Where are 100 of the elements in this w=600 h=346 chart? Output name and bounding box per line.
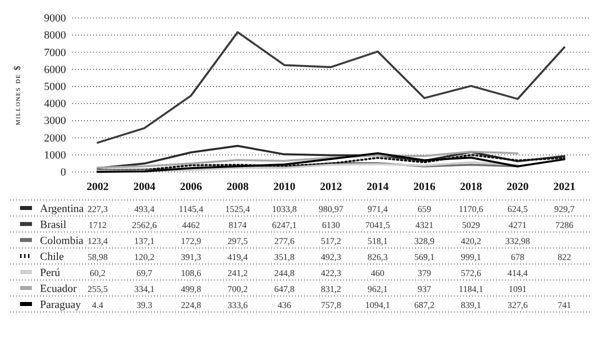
line-series [96,150,519,169]
data-label: 492,3 [320,252,342,262]
data-label: 414,4 [508,268,528,278]
data-label: 6130 [322,220,340,230]
data-label: 227,3 [88,204,108,214]
data-label: 826,3 [368,252,388,262]
data-label: 7041,5 [365,220,391,230]
data-label: 255,5 [88,284,108,294]
x-tick-label: 2012 [320,180,342,193]
data-label: 5029 [462,220,480,230]
legend-label: Ecuador [40,283,77,295]
data-label: 7286 [555,220,574,230]
data-label: 327,6 [508,300,528,310]
data-label: 419,4 [228,252,248,262]
data-label: 436 [278,300,292,310]
data-label: 123,4 [88,236,108,246]
data-label: 572,6 [460,268,482,278]
data-label: 460 [370,268,385,278]
data-label: 4321 [415,220,434,230]
data-label: 687,2 [414,300,434,310]
data-label: 108,6 [180,268,202,278]
data-label: 8174 [228,220,248,230]
data-label: 1033,8 [272,204,298,214]
y-axis-title: millones de $ [12,64,22,126]
data-label: 929,7 [554,204,575,214]
data-label: 659 [418,204,432,214]
data-label: 980,97 [318,204,344,214]
y-tick-label: 7000 [44,46,66,59]
data-label: 971,4 [368,204,388,214]
x-tick-label: 2021 [553,180,576,193]
data-label: 277,6 [274,236,295,246]
data-label: 1712 [88,220,107,230]
line-series [96,31,566,144]
x-tick-label: 2006 [180,180,202,193]
x-tick-label: 2016 [413,180,436,193]
data-label: 2562,6 [132,220,158,230]
data-label: 297,5 [228,236,248,246]
legend-label: Paraguay [40,299,82,311]
data-label: 391,3 [180,252,202,262]
x-tick-label: 2002 [86,180,110,193]
y-tick-label: 4000 [44,98,66,110]
data-label: 172,9 [180,236,202,246]
data-label: 224,8 [180,300,202,310]
y-tick-label: 6000 [44,64,66,76]
y-tick-label: 8000 [44,30,66,42]
data-label: 58,98 [88,252,108,262]
y-tick-label: 9000 [44,12,66,25]
data-label: 4462 [182,220,200,230]
data-label: 1170,6 [458,204,484,214]
data-label: 332,98 [505,236,531,246]
data-label: 4271 [508,220,527,230]
data-label: 999,1 [460,252,482,262]
data-label: 379 [418,268,432,278]
legend-label: Perú [40,267,61,279]
data-label: 1145,4 [178,204,204,214]
x-tick-label: 2014 [366,180,390,193]
x-tick-label: 2008 [226,180,250,193]
data-label: 69,7 [136,268,153,278]
y-tick-label: 2000 [44,132,66,144]
data-label: 822 [558,252,572,262]
line-series [96,144,566,170]
legend-label: Colombia [40,235,84,247]
data-label: 120,2 [134,252,154,262]
data-label: 420,2 [460,236,482,246]
data-label: 757,8 [320,300,342,310]
data-label: 647,8 [274,284,295,294]
y-tick-label: 3000 [44,115,66,128]
data-label: 831,2 [320,284,342,294]
x-tick-label: 2004 [133,180,156,193]
data-label: 334,1 [134,284,154,294]
data-label: 241,2 [228,268,248,278]
data-label: 244,8 [274,268,295,278]
data-label: 839,1 [460,300,482,310]
data-label: 518,1 [368,236,388,246]
y-tick-label: 1000 [44,149,66,162]
data-label: 1091 [508,284,527,294]
data-label: 328,9 [414,236,435,246]
data-label: 1094,1 [365,300,390,310]
y-tick-label: 0 [60,166,66,179]
data-label: 1184,1 [458,284,484,294]
data-label: 937 [418,284,432,294]
x-tick-label: 2010 [273,180,296,193]
data-label: 351,8 [274,252,295,262]
data-label: 4.4 [92,300,104,310]
data-label: 741 [558,300,572,310]
data-label: 700,2 [228,284,248,294]
data-label: 39.3 [136,300,153,310]
data-label: 493,4 [134,204,155,214]
data-label: 422,3 [320,268,342,278]
data-label: 333,6 [228,300,248,310]
data-label: 678 [510,252,525,262]
y-tick-label: 5000 [44,80,66,93]
legend-label: Chile [40,251,64,263]
data-label: 1525,4 [225,204,251,214]
data-label: 569,1 [414,252,434,262]
legend-label: Brasil [40,219,66,231]
x-tick-label: 2020 [506,180,530,193]
data-label: 137,1 [134,236,154,246]
data-label: 624,5 [508,204,528,214]
data-label: 962,1 [368,284,388,294]
